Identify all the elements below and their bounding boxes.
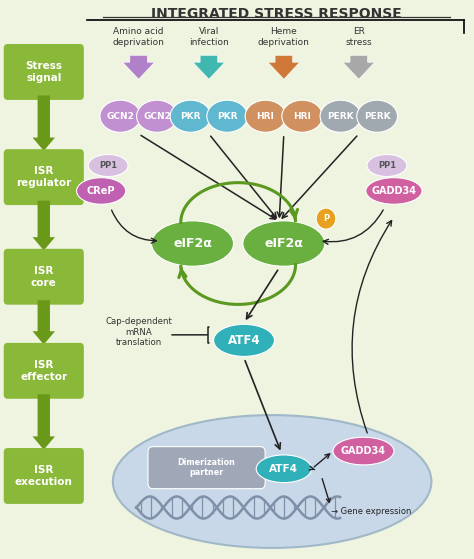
Ellipse shape	[88, 154, 128, 177]
FancyBboxPatch shape	[4, 249, 84, 305]
Text: Amino acid
deprivation: Amino acid deprivation	[113, 27, 164, 47]
Polygon shape	[343, 55, 375, 79]
Polygon shape	[123, 55, 155, 79]
Ellipse shape	[100, 100, 141, 132]
Text: PP1: PP1	[99, 161, 117, 170]
Text: eIF2α: eIF2α	[173, 237, 212, 250]
Ellipse shape	[245, 100, 286, 132]
Text: ISR
core: ISR core	[31, 266, 56, 287]
FancyBboxPatch shape	[148, 447, 265, 489]
Text: GADD34: GADD34	[341, 446, 386, 456]
Ellipse shape	[316, 208, 336, 229]
Text: PKR: PKR	[217, 112, 237, 121]
Ellipse shape	[282, 100, 323, 132]
Text: PP1: PP1	[378, 161, 396, 170]
Text: PKR: PKR	[180, 112, 201, 121]
Text: PERK: PERK	[327, 112, 354, 121]
Text: → Gene expression: → Gene expression	[331, 508, 411, 517]
Text: CReP: CReP	[87, 186, 115, 196]
Ellipse shape	[214, 324, 274, 357]
Text: GADD34: GADD34	[372, 186, 417, 196]
Polygon shape	[33, 201, 55, 250]
Text: Stress
signal: Stress signal	[25, 61, 62, 83]
Text: ISR
regulator: ISR regulator	[16, 167, 72, 188]
Ellipse shape	[152, 221, 234, 266]
Ellipse shape	[77, 178, 126, 204]
Ellipse shape	[367, 154, 407, 177]
Ellipse shape	[113, 415, 431, 548]
Text: Viral
infection: Viral infection	[189, 27, 229, 47]
Polygon shape	[33, 96, 55, 151]
Ellipse shape	[333, 437, 394, 465]
Text: ISR
execution: ISR execution	[15, 465, 73, 487]
Ellipse shape	[137, 100, 177, 132]
Text: P: P	[323, 214, 329, 223]
Ellipse shape	[357, 100, 398, 132]
Text: GCN2: GCN2	[106, 112, 134, 121]
FancyBboxPatch shape	[4, 149, 84, 205]
Text: ISR
effector: ISR effector	[20, 360, 67, 382]
Text: ATF4: ATF4	[269, 464, 298, 474]
Ellipse shape	[366, 178, 422, 204]
Polygon shape	[193, 55, 225, 79]
Text: ATF4: ATF4	[228, 334, 260, 347]
Text: GCN2: GCN2	[143, 112, 171, 121]
Ellipse shape	[207, 100, 247, 132]
Text: HRI: HRI	[293, 112, 311, 121]
Text: eIF2α: eIF2α	[264, 237, 303, 250]
FancyBboxPatch shape	[4, 448, 84, 504]
Text: ER
stress: ER stress	[346, 27, 372, 47]
Ellipse shape	[256, 455, 311, 482]
Ellipse shape	[170, 100, 211, 132]
FancyBboxPatch shape	[4, 343, 84, 399]
Text: PERK: PERK	[364, 112, 391, 121]
Ellipse shape	[243, 221, 325, 266]
Polygon shape	[33, 300, 55, 344]
Text: Cap-dependent
mRNA
translation: Cap-dependent mRNA translation	[105, 317, 172, 347]
FancyBboxPatch shape	[4, 44, 84, 100]
Text: Dimerization
partner: Dimerization partner	[178, 458, 236, 477]
Text: Heme
deprivation: Heme deprivation	[258, 27, 310, 47]
Text: HRI: HRI	[256, 112, 274, 121]
Ellipse shape	[320, 100, 361, 132]
Polygon shape	[33, 394, 55, 449]
Polygon shape	[268, 55, 300, 79]
Text: INTEGRATED STRESS RESPONSE: INTEGRATED STRESS RESPONSE	[151, 7, 402, 21]
